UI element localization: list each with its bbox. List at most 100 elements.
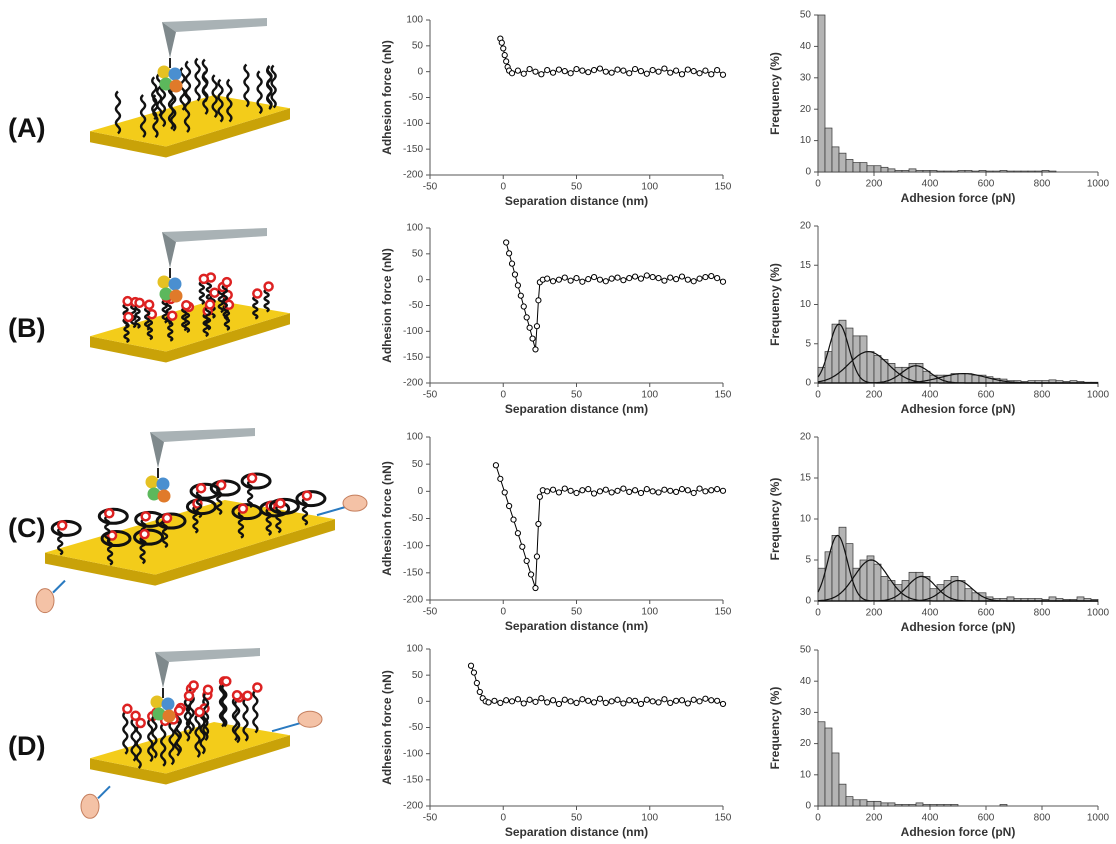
histogram-bar — [866, 555, 875, 602]
x-tick-label: -50 — [423, 607, 438, 618]
molecule-chain — [263, 288, 270, 313]
data-point — [655, 489, 662, 496]
y-tick-label: 100 — [406, 644, 423, 655]
histogram-bar — [824, 127, 833, 173]
data-point — [702, 67, 709, 74]
y-tick-label: 15 — [800, 260, 812, 271]
data-point — [632, 65, 639, 73]
histogram-bar — [887, 802, 896, 807]
protein — [147, 487, 161, 501]
x-tick-label: 50 — [571, 182, 583, 193]
hand — [297, 710, 323, 728]
molecule-chain — [156, 72, 163, 117]
histogram-bar — [971, 170, 980, 173]
molecule-chain — [221, 284, 228, 309]
histogram-bar — [866, 800, 875, 807]
ligand — [130, 710, 141, 722]
ligand — [104, 508, 115, 519]
data-point — [508, 260, 516, 267]
histogram-bar — [873, 563, 882, 602]
histogram-bar — [831, 535, 840, 602]
data-point — [643, 70, 650, 77]
chart: -200 -150 -100 -50 0 50 100 -50 0 50 100 150 Separat… — [380, 223, 732, 417]
y-axis-title: Adhesion force (nN) — [380, 40, 394, 155]
data-point — [678, 273, 686, 280]
histogram-bar — [866, 165, 875, 173]
force-curve — [505, 242, 724, 350]
data-point — [596, 488, 604, 495]
molecule-chain — [161, 299, 168, 324]
protein — [157, 275, 171, 289]
histogram-bar — [985, 170, 994, 173]
data-point — [503, 697, 510, 704]
data-point — [708, 71, 715, 78]
histogram-bar — [978, 170, 987, 173]
data-point — [533, 323, 541, 330]
histogram-bar — [894, 170, 903, 173]
data-point — [643, 696, 650, 703]
data-point — [549, 278, 557, 285]
molecule-chain — [161, 519, 169, 549]
stretch-arrow — [52, 579, 66, 594]
histogram-bar — [838, 319, 847, 384]
molecule-chain — [275, 505, 282, 534]
data-point — [497, 699, 504, 707]
x-tick-label: -50 — [423, 390, 438, 401]
data-point — [655, 699, 662, 706]
data-point — [520, 700, 527, 707]
ligand — [252, 682, 263, 693]
histogram-bar — [845, 327, 854, 384]
data-point — [527, 571, 535, 578]
y-tick-label: 50 — [800, 645, 812, 656]
data-point — [696, 698, 703, 705]
gaussian-fit — [818, 373, 1098, 384]
histogram-bar — [852, 162, 861, 173]
molecule-chain — [139, 94, 147, 138]
cantilever — [162, 228, 267, 242]
ligand — [252, 288, 263, 299]
molecule-chain — [57, 527, 64, 556]
data-point — [620, 700, 627, 707]
data-point — [590, 67, 598, 74]
data-point — [573, 275, 580, 282]
chart: -200 -150 -100 -50 0 50 100 -50 0 50 100 150 Separat… — [380, 432, 732, 634]
ligand — [237, 503, 249, 514]
molecule-chain — [217, 78, 224, 123]
data-point — [602, 486, 609, 493]
y-axis-title: Frequency (%) — [768, 263, 782, 346]
histogram-bar — [817, 14, 826, 173]
data-point — [535, 520, 542, 528]
molecule-chain — [237, 510, 245, 539]
data-point — [491, 697, 498, 704]
x-tick-label: -50 — [423, 182, 438, 193]
protein — [157, 65, 171, 79]
data-point — [661, 486, 668, 493]
illustrations — [35, 18, 368, 819]
molecule-chain — [151, 76, 158, 121]
x-tick-label: 50 — [571, 813, 583, 824]
ligand — [181, 299, 192, 311]
y-tick-label: 0 — [805, 167, 811, 178]
x-tick-label: 400 — [922, 179, 939, 190]
data-point — [620, 67, 627, 74]
y-tick-label: 5 — [805, 555, 811, 566]
data-point — [608, 275, 615, 282]
data-point — [476, 688, 483, 696]
data-point — [532, 698, 539, 705]
histogram-bar — [894, 804, 903, 807]
y-tick-label: -100 — [403, 748, 423, 759]
y-tick-label: 20 — [800, 104, 812, 115]
histogram-bar — [824, 727, 833, 807]
data-point — [649, 67, 656, 74]
data-point — [585, 486, 592, 493]
tip — [162, 22, 176, 58]
polymer-coil — [133, 528, 165, 546]
protein — [150, 695, 164, 709]
polymer-coil — [231, 503, 263, 521]
histogram-bar — [936, 804, 945, 807]
histogram-bar — [1076, 596, 1085, 602]
x-tick-label: 600 — [978, 179, 995, 190]
data-point — [632, 487, 639, 494]
polymer-coil — [97, 507, 129, 525]
data-point — [520, 303, 527, 310]
